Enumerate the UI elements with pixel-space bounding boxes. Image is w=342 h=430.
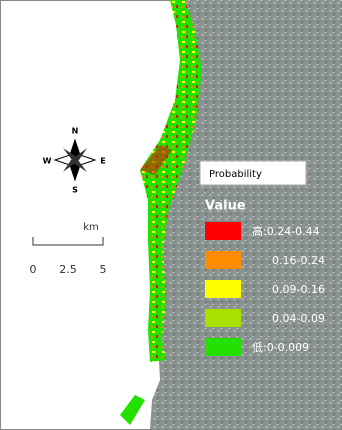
legend-swatch: [205, 309, 241, 327]
legend-label: 高:0.24-0.44: [252, 224, 320, 238]
compass-label: W: [43, 157, 52, 166]
legend-swatch: [205, 338, 241, 356]
legend-label: 低:0-0.009: [252, 341, 309, 354]
legend-label: 0.16-0.24: [272, 254, 325, 267]
compass-label: E: [100, 157, 105, 166]
legend-swatch: [205, 251, 241, 269]
scale-label: 2.5: [59, 263, 77, 276]
scale-label: 5: [100, 263, 107, 276]
compass-label: S: [72, 186, 78, 195]
legend-title: Probability: [209, 169, 262, 180]
compass-label: N: [72, 127, 79, 136]
legend-swatch: [205, 222, 241, 240]
map: N S W E km 0 2.5 5 Probability Value 高:0.2…: [0, 0, 342, 430]
legend-subtitle: Value: [205, 199, 246, 214]
legend-label: 0.09-0.16: [272, 283, 325, 296]
scale-unit: km: [83, 222, 99, 233]
scale-label: 0: [30, 263, 37, 276]
legend-label: 0.04-0.09: [272, 312, 325, 325]
legend-swatch: [205, 280, 241, 298]
